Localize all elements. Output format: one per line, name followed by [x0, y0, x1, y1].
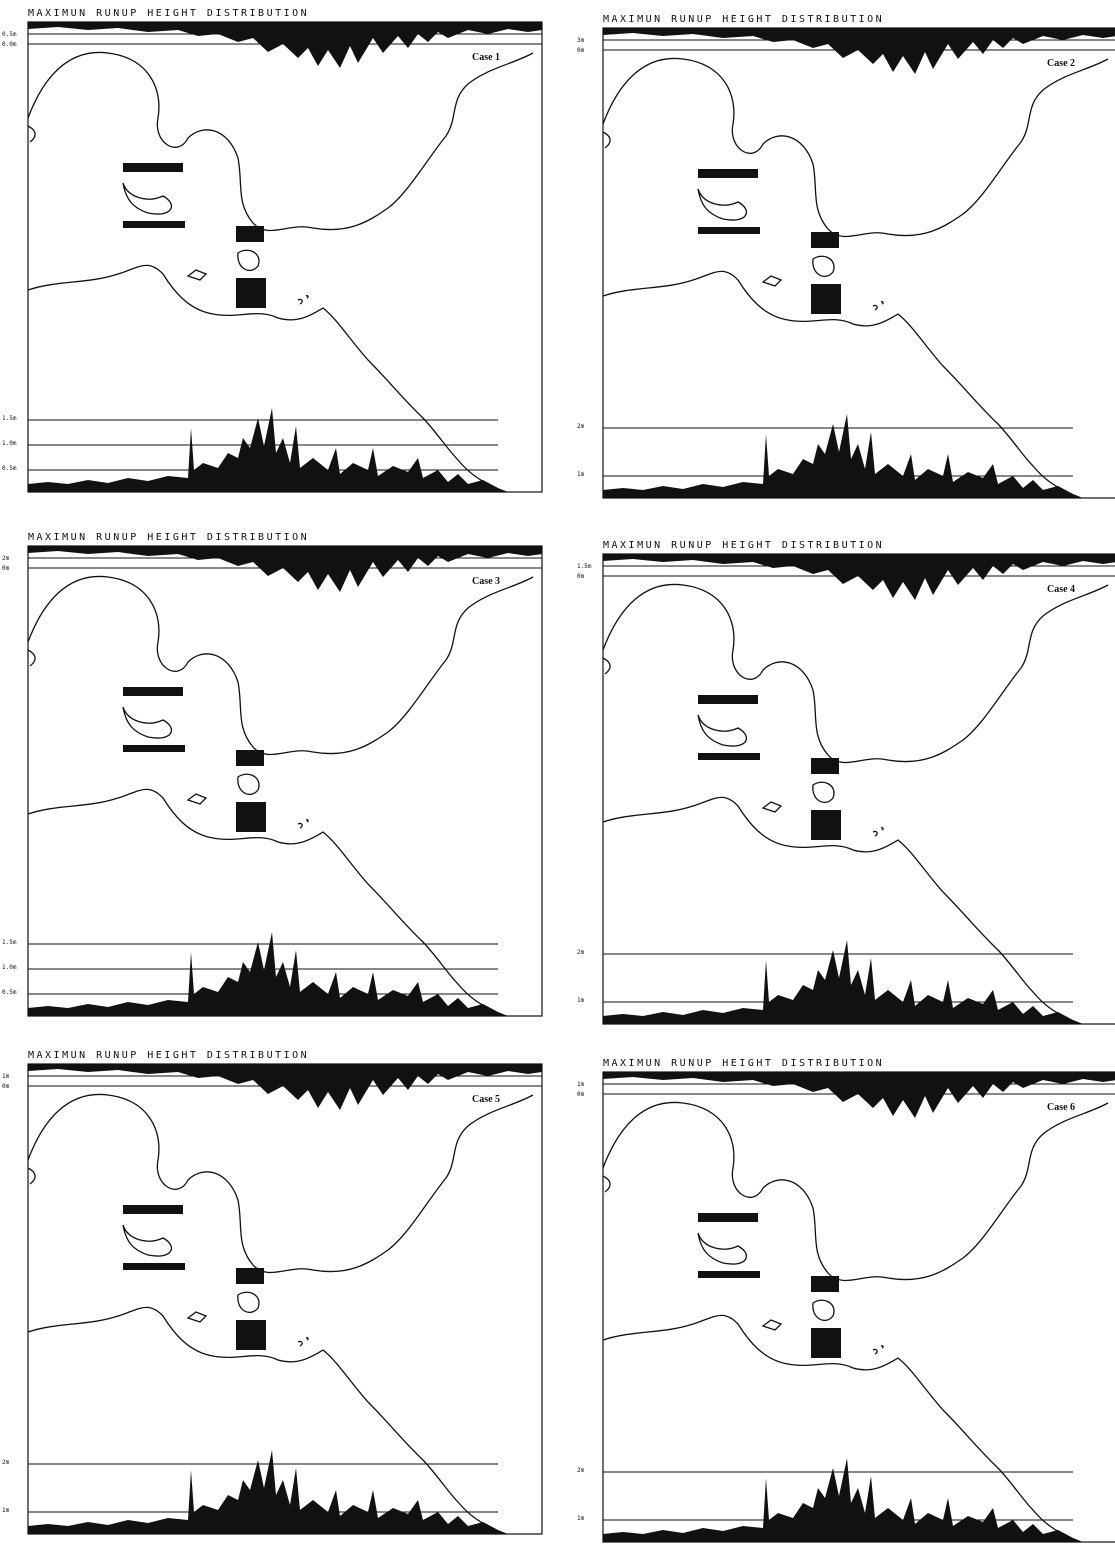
top-axis-label: 1m: [577, 1081, 585, 1088]
top-axis-label: 0m: [2, 565, 10, 572]
top-axis-label: 0m: [577, 47, 585, 54]
bottom-axis-label: 1.0m: [2, 440, 17, 447]
top-axis-label: 2m: [2, 555, 10, 562]
bottom-axis-label: 2m: [577, 949, 585, 956]
panel-title: MAXIMUN RUNUP HEIGHT DISTRIBUTION: [28, 532, 309, 543]
top-axis-label: 1m: [2, 1073, 10, 1080]
bottom-axis-label: 1.5m: [2, 415, 17, 422]
map-art: [28, 22, 542, 492]
top-axis-label: 0.5m: [2, 31, 17, 38]
top-axis-label: 0m: [577, 1091, 585, 1098]
figure: MAXIMUN RUNUP HEIGHT DISTRIBUTION Case 1 0…: [0, 0, 1115, 1554]
top-axis-label: 1.5m: [577, 563, 592, 570]
case-label: Case 2: [1047, 58, 1075, 69]
bottom-axis-label: 1.5m: [2, 939, 17, 946]
case-label: Case 4: [1047, 584, 1075, 595]
top-axis-label: 0m: [2, 1083, 10, 1090]
bottom-axis-label: 1m: [2, 1507, 10, 1514]
bottom-axis-label: 2m: [577, 1467, 585, 1474]
map-art: [28, 546, 542, 1016]
panel: MAXIMUN RUNUP HEIGHT DISTRIBUTION Case 2 3…: [577, 14, 1115, 498]
panel-title: MAXIMUN RUNUP HEIGHT DISTRIBUTION: [28, 1050, 309, 1061]
panels: MAXIMUN RUNUP HEIGHT DISTRIBUTION Case 1 0…: [2, 8, 1115, 1542]
panel: MAXIMUN RUNUP HEIGHT DISTRIBUTION Case 4 1…: [577, 540, 1115, 1024]
panel-title: MAXIMUN RUNUP HEIGHT DISTRIBUTION: [603, 14, 884, 25]
top-axis-label: 3m: [577, 37, 585, 44]
top-axis-label: 0m: [577, 573, 585, 580]
case-label: Case 3: [472, 576, 500, 587]
case-label: Case 1: [472, 52, 500, 63]
top-axis-label: 0.0m: [2, 41, 17, 48]
bottom-axis-label: 0.5m: [2, 465, 17, 472]
bottom-axis-label: 2m: [2, 1459, 10, 1466]
bottom-axis-label: 0.5m: [2, 989, 17, 996]
bottom-axis-label: 1.0m: [2, 964, 17, 971]
panel: MAXIMUN RUNUP HEIGHT DISTRIBUTION Case 3 2…: [2, 532, 542, 1016]
panel: MAXIMUN RUNUP HEIGHT DISTRIBUTION Case 1 0…: [2, 8, 542, 492]
bottom-axis-label: 1m: [577, 997, 585, 1004]
panel-title: MAXIMUN RUNUP HEIGHT DISTRIBUTION: [603, 540, 884, 551]
case-label: Case 6: [1047, 1102, 1075, 1113]
bottom-axis-label: 1m: [577, 471, 585, 478]
panel-title: MAXIMUN RUNUP HEIGHT DISTRIBUTION: [28, 8, 309, 19]
panel: MAXIMUN RUNUP HEIGHT DISTRIBUTION Case 6 1…: [577, 1058, 1115, 1542]
bottom-axis-label: 2m: [577, 423, 585, 430]
case-label: Case 5: [472, 1094, 500, 1105]
panel-title: MAXIMUN RUNUP HEIGHT DISTRIBUTION: [603, 1058, 884, 1069]
bottom-axis-label: 1m: [577, 1515, 585, 1522]
panel: MAXIMUN RUNUP HEIGHT DISTRIBUTION Case 5 1…: [2, 1050, 542, 1534]
